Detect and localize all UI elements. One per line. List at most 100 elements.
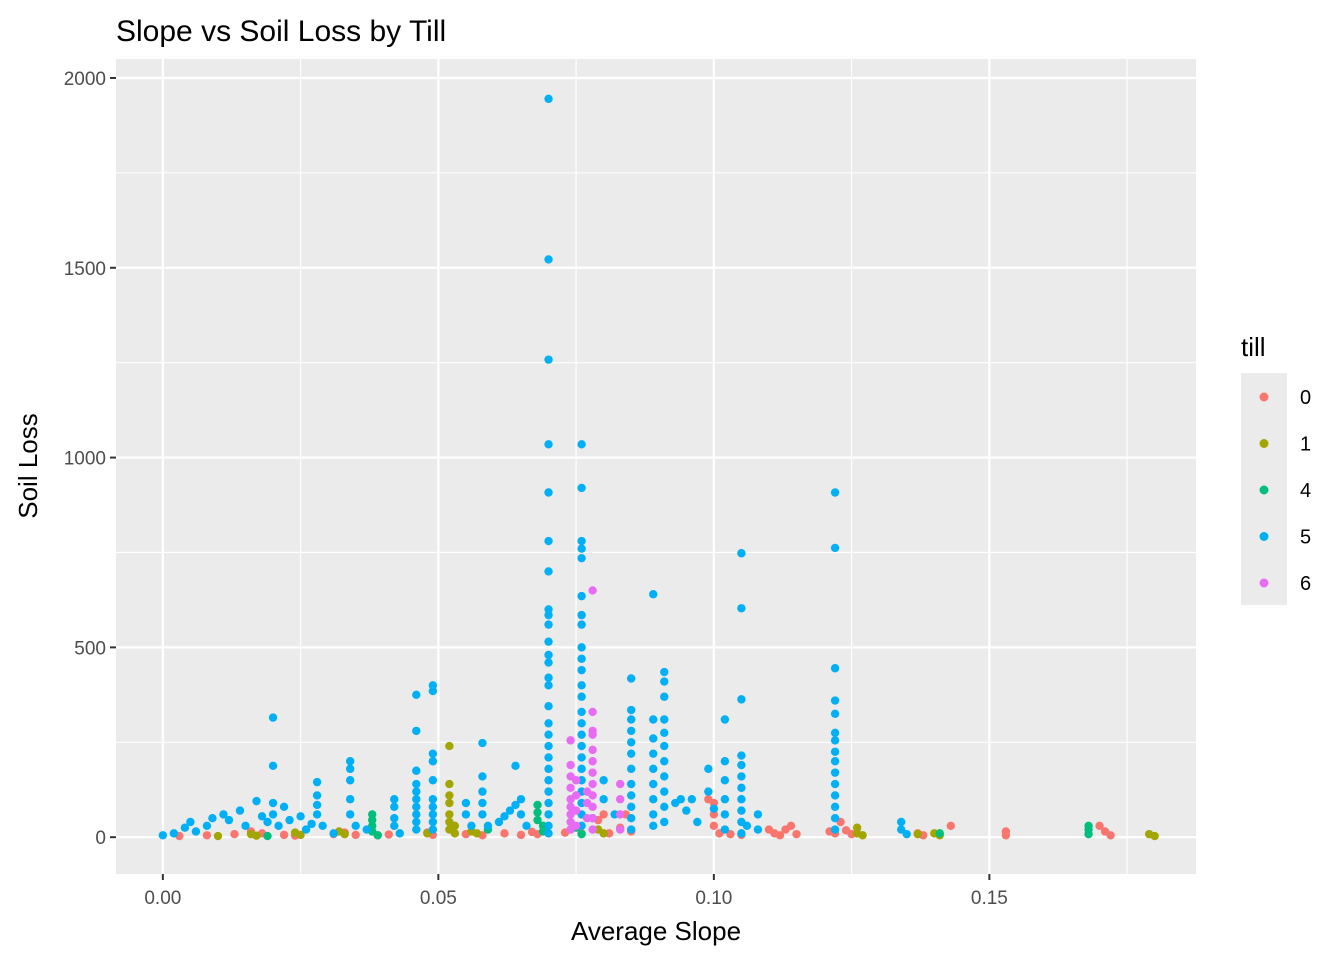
data-point-till-1	[450, 821, 460, 830]
data-point-till-1	[445, 741, 454, 751]
data-point-till-5	[753, 825, 763, 834]
data-point-till-1	[913, 829, 922, 839]
data-point-till-6	[588, 825, 597, 834]
data-point-till-6	[615, 779, 625, 789]
data-point-till-1	[858, 831, 867, 840]
legend-key-0	[1259, 392, 1269, 402]
data-point-till-0	[599, 810, 608, 819]
data-point-till-5	[428, 686, 438, 696]
data-point-till-5	[830, 757, 840, 766]
data-point-till-0	[384, 830, 393, 839]
data-point-till-5	[274, 821, 283, 830]
data-point-till-5	[649, 734, 658, 743]
data-point-till-5	[902, 829, 911, 839]
data-point-till-1	[445, 779, 454, 789]
data-point-till-5	[268, 761, 278, 771]
data-point-till-5	[345, 810, 355, 819]
data-point-till-5	[627, 764, 636, 774]
data-point-till-5	[577, 753, 586, 762]
data-point-till-5	[544, 810, 553, 819]
data-point-till-5	[649, 590, 658, 599]
data-point-till-5	[428, 795, 438, 804]
data-point-till-5	[737, 783, 746, 793]
data-point-till-5	[180, 823, 190, 832]
data-point-till-5	[709, 804, 719, 813]
data-point-till-5	[627, 705, 636, 715]
data-point-till-5	[478, 810, 487, 819]
data-point-till-5	[704, 787, 713, 796]
y-axis: 0 500 1000 1500 2000	[64, 69, 116, 849]
data-point-till-5	[428, 757, 438, 766]
data-point-till-5	[627, 802, 636, 812]
data-point-till-4	[373, 831, 382, 840]
chart-title: Slope vs Soil Loss by Till	[116, 15, 446, 48]
data-point-till-5	[577, 591, 586, 601]
data-point-till-5	[737, 604, 746, 613]
data-point-till-5	[428, 776, 438, 785]
data-point-till-5	[500, 812, 509, 821]
data-point-till-5	[428, 802, 438, 812]
data-point-till-6	[588, 779, 597, 789]
data-point-till-5	[830, 664, 840, 673]
major-gridlines	[116, 59, 1196, 874]
data-point-till-5	[649, 764, 658, 774]
data-point-till-0	[726, 829, 735, 839]
data-point-till-5	[544, 567, 553, 576]
data-point-till-5	[660, 728, 669, 737]
data-point-till-5	[737, 795, 746, 804]
x-tick-label: 0.15	[971, 888, 1008, 909]
data-point-till-5	[897, 825, 906, 834]
data-point-till-5	[704, 764, 713, 774]
data-point-till-5	[345, 757, 355, 766]
data-point-till-5	[682, 806, 691, 815]
data-point-till-5	[737, 760, 746, 770]
data-point-till-5	[312, 800, 322, 810]
data-point-till-6	[588, 791, 597, 800]
data-point-till-5	[544, 776, 553, 785]
data-point-till-5	[544, 355, 553, 364]
data-point-till-5	[649, 795, 658, 804]
data-point-till-6	[588, 757, 597, 766]
data-point-till-5	[544, 681, 553, 690]
data-point-till-5	[478, 798, 487, 808]
data-point-till-5	[191, 827, 201, 836]
data-point-till-5	[285, 815, 294, 825]
x-tick-label: 0.05	[420, 888, 457, 909]
y-tick-label: 2000	[64, 69, 106, 90]
data-points	[158, 94, 1159, 841]
data-point-till-5	[577, 654, 586, 663]
data-point-till-5	[577, 730, 586, 739]
data-point-till-1	[445, 798, 454, 808]
data-point-till-5	[544, 94, 553, 104]
data-point-till-0	[709, 821, 719, 830]
data-point-till-5	[660, 817, 669, 827]
data-point-till-5	[627, 779, 636, 789]
data-point-till-5	[428, 825, 438, 834]
data-point-till-5	[737, 751, 746, 760]
data-point-till-5	[345, 764, 355, 774]
data-point-till-5	[412, 817, 421, 827]
data-point-till-5	[428, 810, 438, 819]
data-point-till-5	[428, 817, 438, 827]
data-point-till-5	[467, 821, 476, 830]
data-point-till-5	[753, 810, 763, 819]
data-point-till-5	[830, 736, 840, 745]
data-point-till-5	[544, 536, 553, 546]
data-point-till-5	[390, 795, 399, 804]
data-point-till-5	[577, 440, 586, 449]
data-point-till-5	[362, 825, 371, 834]
data-point-till-6	[571, 776, 581, 785]
data-point-till-5	[257, 812, 267, 821]
data-point-till-5	[483, 821, 493, 830]
data-point-till-5	[511, 761, 520, 771]
data-point-till-5	[351, 821, 360, 830]
data-point-till-5	[627, 825, 636, 834]
data-point-till-5	[301, 825, 311, 834]
data-point-till-5	[544, 658, 553, 667]
data-point-till-5	[720, 757, 730, 766]
data-point-till-5	[461, 798, 471, 808]
data-point-till-0	[792, 829, 801, 839]
data-point-till-4	[533, 800, 542, 810]
data-point-till-1	[213, 831, 223, 841]
